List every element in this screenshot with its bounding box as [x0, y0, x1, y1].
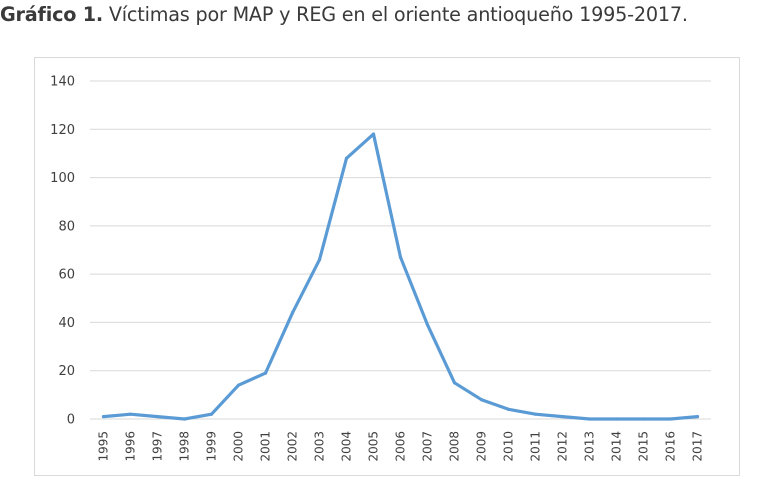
- data-point: [344, 156, 349, 160]
- x-tick-label: 2000: [232, 431, 246, 462]
- data-point: [128, 412, 133, 416]
- x-tick-label: 1999: [205, 431, 219, 462]
- x-tick-label: 2005: [367, 431, 381, 462]
- data-point: [290, 311, 295, 315]
- x-tick-label: 2006: [394, 431, 408, 462]
- y-tick-label: 20: [58, 364, 75, 379]
- chart-heading-lead: Gráfico 1.: [0, 3, 103, 26]
- data-point: [668, 417, 673, 421]
- chart-frame: [34, 57, 740, 476]
- y-axis-ticks: 0 20 40 60 80 100 120 140: [50, 75, 75, 428]
- x-tick-label: 2013: [583, 431, 597, 462]
- y-tick-label: 60: [58, 268, 75, 283]
- x-tick-label: 2007: [421, 431, 435, 462]
- x-tick-label: 2001: [259, 431, 273, 462]
- data-point: [425, 323, 430, 327]
- data-point: [533, 412, 538, 416]
- series-line: [101, 132, 700, 421]
- data-point: [101, 414, 106, 419]
- series-layer: [101, 132, 700, 421]
- y-tick-label: 100: [50, 171, 75, 186]
- data-point: [371, 132, 376, 136]
- y-tick-label: 0: [67, 413, 75, 428]
- data-point: [317, 258, 322, 262]
- x-tick-label: 1998: [178, 431, 192, 462]
- data-point: [398, 255, 403, 259]
- data-point: [587, 417, 592, 421]
- data-point: [641, 417, 646, 421]
- chart-heading: Gráfico 1. Víctimas por MAP y REG en el …: [0, 3, 771, 26]
- data-point: [155, 414, 160, 419]
- x-tick-label: 2016: [664, 431, 678, 462]
- y-tick-label: 120: [50, 123, 75, 138]
- x-tick-label: 1995: [97, 431, 111, 462]
- x-tick-label: 2015: [637, 431, 651, 462]
- x-axis-ticks: 1995 1996 1997 1998 1999 2000 2001 2002 2003 2004…: [97, 431, 705, 462]
- x-tick-label: 2009: [475, 431, 489, 462]
- data-point: [263, 371, 268, 375]
- x-tick-label: 2002: [286, 431, 300, 462]
- x-tick-label: 2003: [313, 431, 327, 462]
- data-point: [479, 398, 484, 402]
- data-point: [236, 383, 241, 387]
- y-tick-label: 80: [58, 219, 75, 234]
- x-tick-label: 2012: [556, 431, 570, 462]
- x-tick-label: 2008: [448, 431, 462, 462]
- x-tick-label: 2011: [529, 431, 543, 462]
- y-tick-label: 40: [58, 316, 75, 331]
- x-tick-label: 2010: [502, 431, 516, 462]
- x-tick-label: 1997: [151, 431, 165, 462]
- data-point: [182, 417, 187, 421]
- x-tick-label: 2017: [691, 431, 705, 462]
- data-point: [614, 417, 619, 421]
- data-point: [695, 414, 700, 419]
- data-point: [506, 407, 511, 411]
- data-point: [452, 381, 457, 385]
- y-tick-label: 140: [50, 75, 75, 90]
- chart-heading-text: Víctimas por MAP y REG en el oriente ant…: [102, 3, 688, 26]
- data-point: [560, 414, 565, 419]
- x-tick-label: 1996: [124, 431, 138, 462]
- data-point: [209, 412, 214, 416]
- x-tick-label: 2014: [610, 431, 624, 462]
- x-tick-label: 2004: [340, 431, 354, 462]
